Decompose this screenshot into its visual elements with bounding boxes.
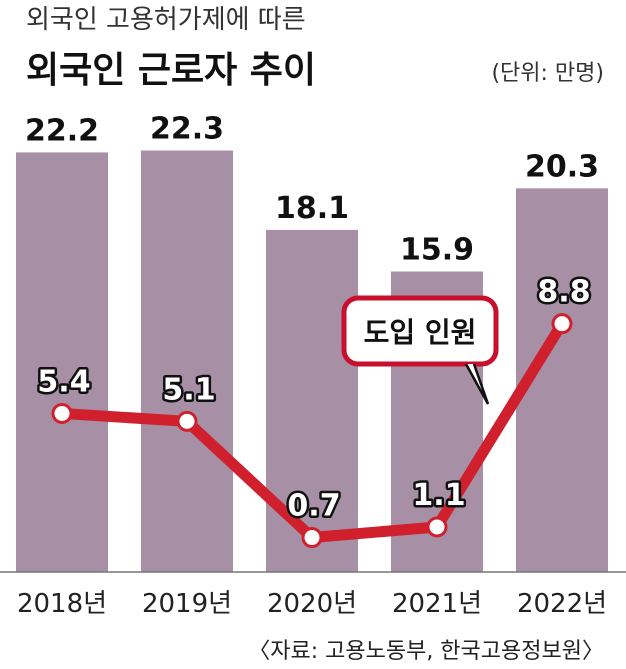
callout-box bbox=[341, 295, 499, 367]
line-series: 5.4 5.1 0.7 1.1 8.8 bbox=[35, 272, 593, 549]
line-point bbox=[51, 402, 73, 424]
x-axis: 2018년 2019년 2020년 2021년 2022년 bbox=[17, 589, 607, 619]
line-value-label: 0.7 bbox=[287, 489, 340, 524]
bar-value-label: 22.3 bbox=[150, 112, 224, 147]
bar-value-label: 22.2 bbox=[25, 113, 99, 148]
line-point bbox=[176, 410, 198, 432]
line-point bbox=[426, 516, 448, 538]
source-note: 〈자료: 고용노동부, 한국고용정보원〉 bbox=[248, 639, 604, 664]
x-tick-label: 2021년 bbox=[392, 589, 482, 619]
bar bbox=[141, 150, 233, 572]
line-value-label: 1.1 bbox=[412, 478, 465, 513]
bar-value-label: 18.1 bbox=[275, 191, 349, 226]
bar-value-label: 15.9 bbox=[400, 232, 474, 267]
callout-pointer bbox=[464, 363, 490, 405]
line-value-label: 8.8 bbox=[537, 275, 590, 310]
bar bbox=[16, 152, 108, 573]
line-point bbox=[551, 313, 573, 335]
callout: 도입 인원 bbox=[341, 295, 499, 405]
x-tick-label: 2018년 bbox=[17, 589, 107, 619]
line-value-label: 5.1 bbox=[162, 372, 215, 407]
x-tick-label: 2019년 bbox=[142, 589, 232, 619]
line-point bbox=[301, 527, 323, 549]
x-tick-label: 2022년 bbox=[517, 589, 607, 619]
unit-label: (단위: 만명) bbox=[491, 61, 604, 86]
callout-label: 도입 인원 bbox=[364, 316, 477, 349]
bar-value-label: 20.3 bbox=[525, 149, 599, 184]
chart-title: 외국인 근로자 추이 bbox=[26, 50, 316, 91]
x-tick-label: 2020년 bbox=[267, 589, 357, 619]
chart-subtitle: 외국인 고용허가제에 따른 bbox=[26, 5, 306, 35]
line-value-label: 5.4 bbox=[37, 364, 90, 399]
